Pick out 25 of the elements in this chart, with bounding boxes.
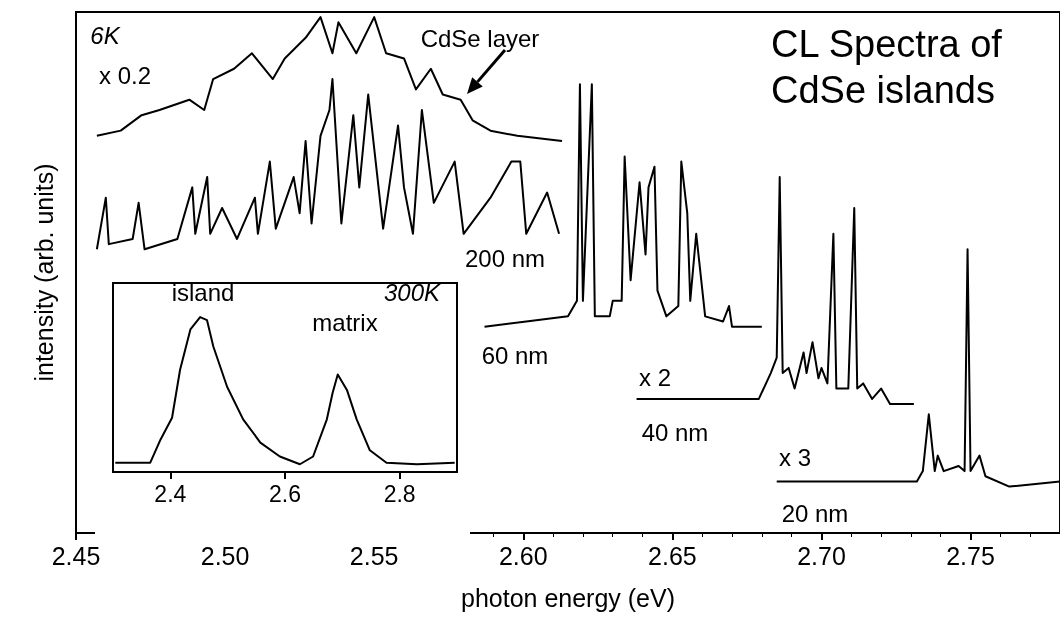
x-tick-label: 2.55	[349, 541, 399, 570]
series-label: 40 nm	[641, 418, 709, 446]
annotation: x 3	[778, 443, 812, 471]
annotation: x 2	[638, 363, 672, 391]
series-label: 20 nm	[781, 499, 849, 527]
series-label: 60 nm	[481, 341, 549, 369]
x-tick-label: 2.60	[498, 541, 548, 570]
x-tick-label: 2.50	[200, 541, 250, 570]
x-tick-label: 2.6	[269, 480, 301, 507]
x-tick-label: 2.8	[383, 480, 416, 507]
x-tick-label: 2.45	[51, 541, 101, 570]
annotation: 300K	[383, 278, 442, 306]
x-axis-title: photon energy (eV)	[460, 583, 676, 612]
x-tick-label: 2.75	[946, 541, 995, 570]
text: CL Spectra of CdSe islands	[771, 23, 1013, 111]
annotation: island	[171, 278, 235, 306]
series-label: 200 nm	[464, 244, 546, 272]
series-label: CdSe layer	[420, 24, 540, 52]
annotation: 6K	[90, 21, 121, 49]
x-tick-label: 2.4	[154, 480, 187, 507]
annotation: matrix	[312, 308, 378, 336]
y-axis-title: intensity (arb. units)	[29, 163, 58, 382]
annotation: x 0.2	[98, 61, 152, 89]
x-tick-label: 2.70	[797, 541, 846, 570]
x-tick-label: 2.65	[648, 541, 697, 570]
